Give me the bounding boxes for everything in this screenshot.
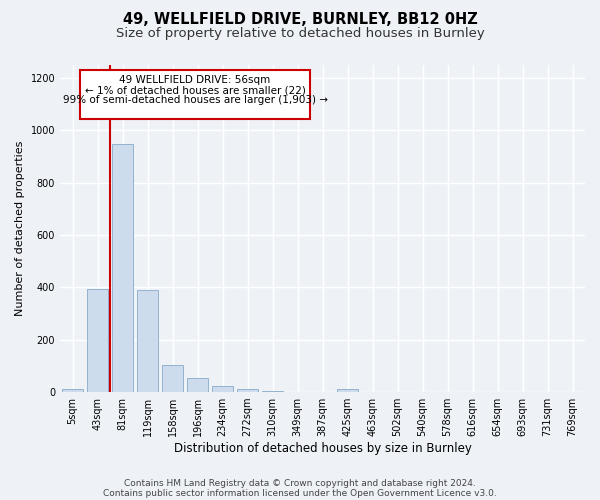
Bar: [62, 390, 83, 392]
Bar: [87, 288, 108, 392]
Text: Contains HM Land Registry data © Crown copyright and database right 2024.: Contains HM Land Registry data © Crown c…: [124, 478, 476, 488]
Y-axis label: Number of detached properties: Number of detached properties: [15, 141, 25, 316]
Bar: [262, 391, 283, 392]
Text: 49 WELLFIELD DRIVE: 56sqm: 49 WELLFIELD DRIVE: 56sqm: [119, 76, 271, 86]
Text: Contains public sector information licensed under the Open Government Licence v3: Contains public sector information licen…: [103, 488, 497, 498]
Text: ← 1% of detached houses are smaller (22): ← 1% of detached houses are smaller (22): [85, 85, 305, 95]
Bar: [212, 386, 233, 392]
Bar: [112, 144, 133, 392]
FancyBboxPatch shape: [80, 70, 310, 118]
Bar: [137, 290, 158, 392]
Bar: [237, 390, 258, 392]
X-axis label: Distribution of detached houses by size in Burnley: Distribution of detached houses by size …: [173, 442, 472, 455]
Bar: [337, 390, 358, 392]
Bar: [187, 378, 208, 392]
Text: 99% of semi-detached houses are larger (1,903) →: 99% of semi-detached houses are larger (…: [62, 94, 328, 104]
Text: 49, WELLFIELD DRIVE, BURNLEY, BB12 0HZ: 49, WELLFIELD DRIVE, BURNLEY, BB12 0HZ: [122, 12, 478, 28]
Text: Size of property relative to detached houses in Burnley: Size of property relative to detached ho…: [116, 28, 484, 40]
Bar: [162, 364, 183, 392]
